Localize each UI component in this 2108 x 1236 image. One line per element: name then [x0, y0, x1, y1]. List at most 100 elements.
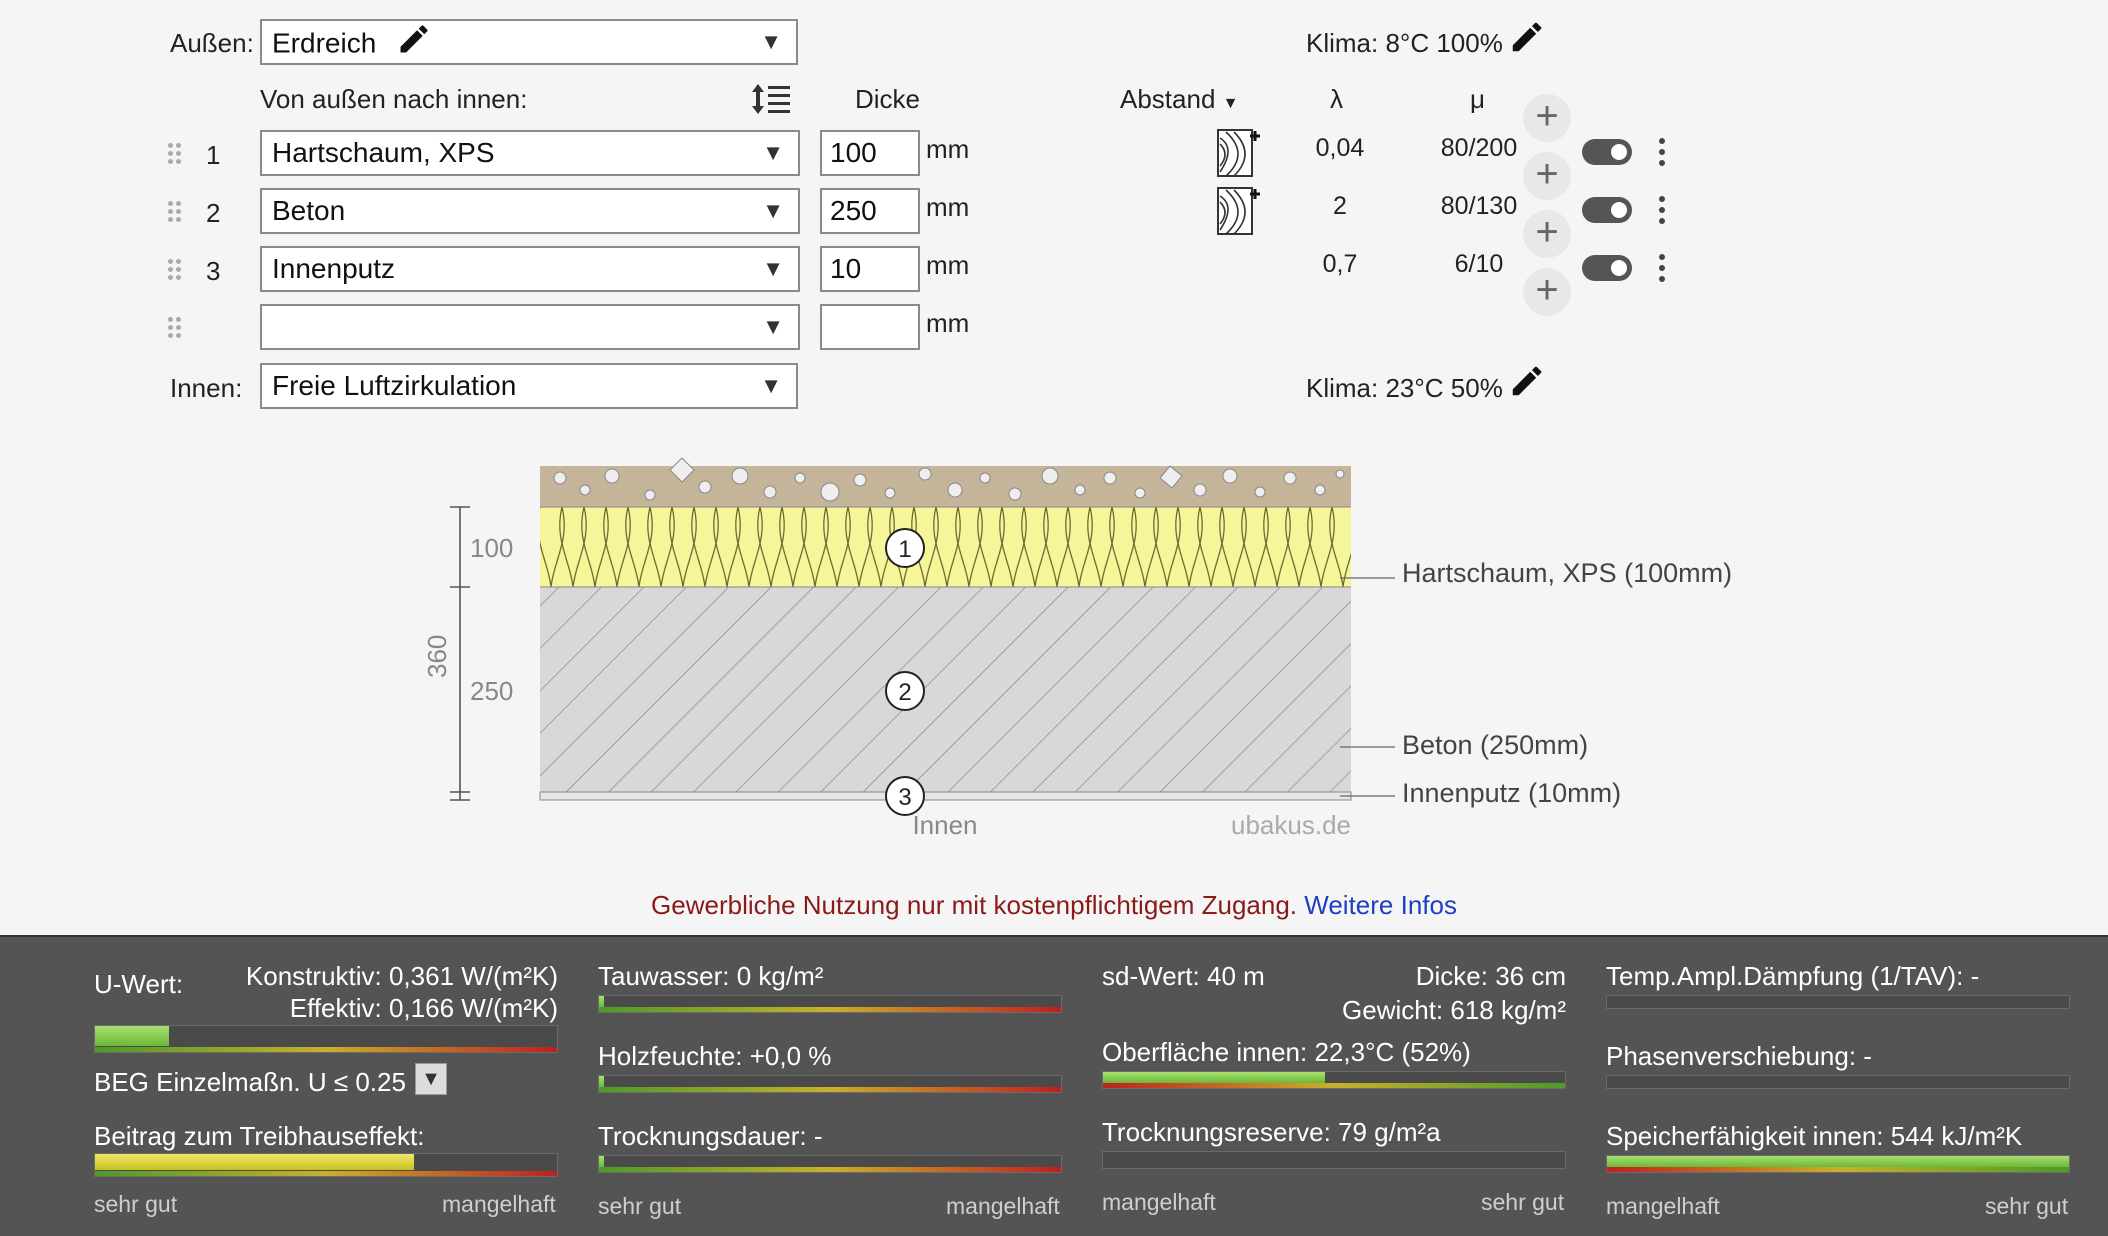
- pencil-icon[interactable]: [1508, 362, 1546, 405]
- scale-good: sehr gut: [1985, 1193, 2069, 1219]
- direction-header: Von außen nach innen:: [260, 84, 528, 114]
- chevron-down-icon: ▼: [762, 198, 784, 223]
- layer-toggle[interactable]: [1582, 255, 1632, 281]
- pencil-icon[interactable]: [1508, 18, 1546, 61]
- cross-section-diagram: 100 250 360 1 2 3 Hartschaum, XPS (100mm…: [422, 457, 1732, 840]
- layer-marker-3: 3: [885, 776, 925, 816]
- add-layer-button[interactable]: +: [1523, 268, 1571, 316]
- sort-order-icon[interactable]: [750, 82, 792, 121]
- mu-header: μ: [1470, 84, 1485, 114]
- drag-handle-icon[interactable]: [168, 259, 182, 281]
- callout-beton: Beton (250mm): [1402, 730, 1588, 760]
- trocknungsdauer-label: Trocknungsdauer: -: [598, 1121, 823, 1151]
- scale-poor: mangelhaft: [1606, 1193, 1720, 1219]
- inside-climate: Klima: 23°C 50%: [1306, 373, 1503, 403]
- scale-good: sehr gut: [598, 1193, 682, 1219]
- inside-side-label: Innen: [912, 810, 977, 840]
- pencil-icon[interactable]: [396, 21, 432, 69]
- beg-dropdown-button[interactable]: ▼: [415, 1063, 447, 1095]
- insulation-pattern: [540, 507, 1351, 587]
- layer-thickness-input[interactable]: 10: [820, 246, 920, 292]
- spacing-label: Abstand: [1120, 84, 1216, 114]
- uwert-effektiv: Effektiv: 0,166 W/(m²K): [289, 993, 558, 1023]
- trocknungsreserve-label: Trocknungsreserve: 79 g/m²a: [1102, 1117, 1441, 1147]
- trocknungsdauer-bar: [598, 1155, 1062, 1173]
- ampl-bar: [1606, 995, 2070, 1009]
- inside-label: Innen:: [170, 373, 243, 403]
- layer-index: 1: [206, 140, 221, 170]
- outside-label: Außen:: [170, 28, 254, 58]
- treibhaus-bar: [94, 1153, 558, 1177]
- uwert-konstruktiv: Konstruktiv: 0,361 W/(m²K): [245, 961, 558, 991]
- drag-handle-icon[interactable]: [168, 201, 182, 223]
- drag-handle-icon[interactable]: [168, 317, 182, 339]
- unit-label: mm: [926, 250, 970, 280]
- layer-toggle[interactable]: [1582, 139, 1632, 165]
- layer-thickness-input[interactable]: [820, 304, 920, 350]
- dimension-line: [450, 506, 470, 801]
- layer-material-select[interactable]: Hartschaum, XPS ▼: [260, 130, 800, 176]
- trocknungsreserve-bar: [1102, 1151, 1566, 1169]
- more-vertical-icon[interactable]: [1658, 138, 1666, 166]
- dicke-label: Dicke: 36 cm: [1415, 961, 1566, 991]
- unit-label: mm: [926, 134, 970, 164]
- layer-thickness-input[interactable]: 250: [820, 188, 920, 234]
- layer-material-select[interactable]: Beton ▼: [260, 188, 800, 234]
- wood-frame-add-icon[interactable]: [1216, 128, 1260, 183]
- xps-layer: [540, 507, 1351, 587]
- scale-poor: mangelhaft: [442, 1191, 556, 1217]
- gravel-pattern: [553, 457, 1345, 502]
- oberflaeche-label: Oberfläche innen: 22,3°C (52%): [1102, 1037, 1471, 1067]
- caret-down-icon: ▼: [1222, 95, 1239, 112]
- phase-bar: [1606, 1075, 2070, 1089]
- inside-select[interactable]: Freie Luftzirkulation ▼: [260, 363, 798, 409]
- layer-index: 3: [206, 256, 221, 286]
- phase-label: Phasenverschiebung: -: [1606, 1041, 1872, 1071]
- more-info-link[interactable]: Weitere Infos: [1304, 890, 1457, 920]
- wood-frame-add-icon[interactable]: [1216, 186, 1260, 241]
- tauwasser-bar: [598, 995, 1062, 1013]
- layer-mu: 6/10: [1454, 250, 1504, 278]
- holzfeuchte-bar: [598, 1075, 1062, 1093]
- layer-mu: 80/200: [1440, 134, 1518, 162]
- uwert-bar: [94, 1025, 558, 1053]
- lambda-header: λ: [1330, 84, 1343, 114]
- thickness-header: Dicke: [855, 84, 921, 114]
- layer-thickness-input[interactable]: 100: [820, 130, 920, 176]
- layer-lambda: 0,7: [1322, 250, 1358, 278]
- svg-text:1: 1: [898, 536, 911, 563]
- more-vertical-icon[interactable]: [1658, 196, 1666, 224]
- layer-material-select[interactable]: ▼: [260, 304, 800, 350]
- svg-text:2: 2: [898, 679, 911, 706]
- drag-handle-icon[interactable]: [168, 143, 182, 165]
- spacing-header[interactable]: Abstand ▼: [1120, 84, 1238, 115]
- layer-lambda: 0,04: [1315, 134, 1365, 162]
- layer-marker-1: 1: [885, 528, 925, 568]
- layer-mu: 80/130: [1440, 192, 1518, 220]
- layer-marker-2: 2: [885, 671, 925, 711]
- chevron-down-icon: ▼: [762, 314, 784, 339]
- scale-poor: mangelhaft: [1102, 1189, 1216, 1215]
- ampl-label: Temp.Ampl.Dämpfung (1/TAV): -: [1606, 961, 1980, 991]
- layer-lambda: 2: [1333, 192, 1347, 220]
- outside-select[interactable]: Erdreich ▼: [260, 19, 798, 65]
- outside-climate: Klima: 8°C 100%: [1306, 28, 1503, 58]
- layer-material-select[interactable]: Innenputz ▼: [260, 246, 800, 292]
- chevron-down-icon: ▼: [762, 256, 784, 281]
- callout-innenputz: Innenputz (10mm): [1402, 778, 1621, 808]
- callout-xps: Hartschaum, XPS (100mm): [1402, 558, 1732, 588]
- svg-text:3: 3: [898, 784, 911, 811]
- layer-toggle[interactable]: [1582, 197, 1632, 223]
- uwert-label: U-Wert:: [94, 969, 184, 999]
- plaster-layer: [539, 791, 1352, 801]
- add-layer-button[interactable]: +: [1523, 152, 1571, 200]
- speicher-bar: [1606, 1155, 2070, 1173]
- more-vertical-icon[interactable]: [1658, 254, 1666, 282]
- oberflaeche-bar: [1102, 1071, 1566, 1089]
- add-layer-button[interactable]: +: [1523, 94, 1571, 142]
- scale-good: sehr gut: [94, 1191, 178, 1217]
- layer-index: 2: [206, 198, 221, 228]
- tauwasser-label: Tauwasser: 0 kg/m²: [598, 961, 824, 991]
- dimension-label-1: 100: [470, 533, 513, 563]
- add-layer-button[interactable]: +: [1523, 210, 1571, 258]
